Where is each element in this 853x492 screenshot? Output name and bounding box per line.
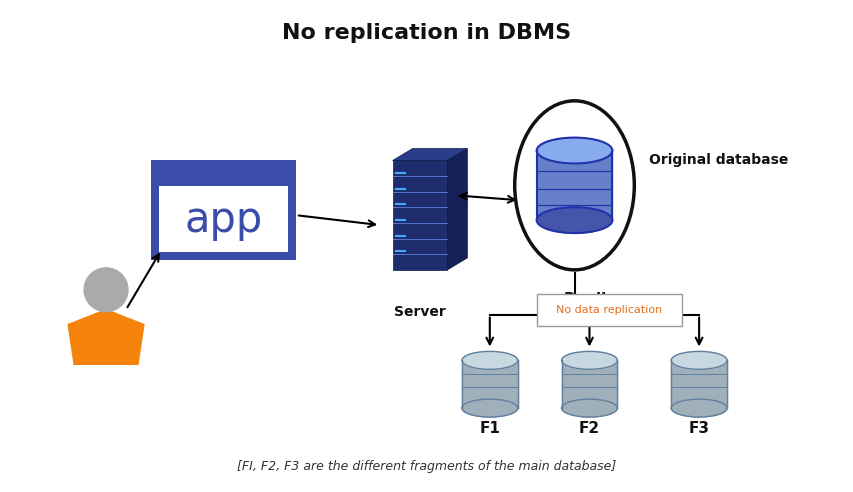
Text: No data replication: No data replication [555, 305, 662, 315]
Text: F2: F2 [578, 422, 600, 436]
Polygon shape [68, 309, 144, 365]
Bar [561, 360, 617, 408]
Text: No replication in DBMS: No replication in DBMS [282, 23, 571, 43]
Ellipse shape [670, 399, 726, 417]
Text: F3: F3 [688, 422, 709, 436]
Ellipse shape [561, 399, 617, 417]
Text: Server: Server [394, 305, 445, 319]
Polygon shape [392, 160, 447, 270]
Polygon shape [392, 149, 467, 160]
Text: [FI, F2, F3 are the different fragments of the main database]: [FI, F2, F3 are the different fragments … [237, 460, 616, 473]
Text: F1: F1 [479, 422, 500, 436]
Bar [151, 160, 296, 260]
Bar [160, 186, 287, 252]
Ellipse shape [461, 399, 517, 417]
Bar [670, 360, 726, 408]
Bar [536, 151, 612, 220]
Bar [461, 360, 517, 408]
Bar [537, 294, 681, 326]
Ellipse shape [461, 351, 517, 369]
Text: Replica: Replica [562, 292, 625, 307]
Text: app: app [184, 199, 263, 241]
Ellipse shape [670, 351, 726, 369]
Ellipse shape [561, 351, 617, 369]
Ellipse shape [514, 101, 634, 270]
Circle shape [84, 268, 128, 311]
Text: Original database: Original database [648, 154, 787, 167]
Polygon shape [447, 149, 467, 270]
Ellipse shape [536, 138, 612, 163]
Ellipse shape [536, 207, 612, 233]
